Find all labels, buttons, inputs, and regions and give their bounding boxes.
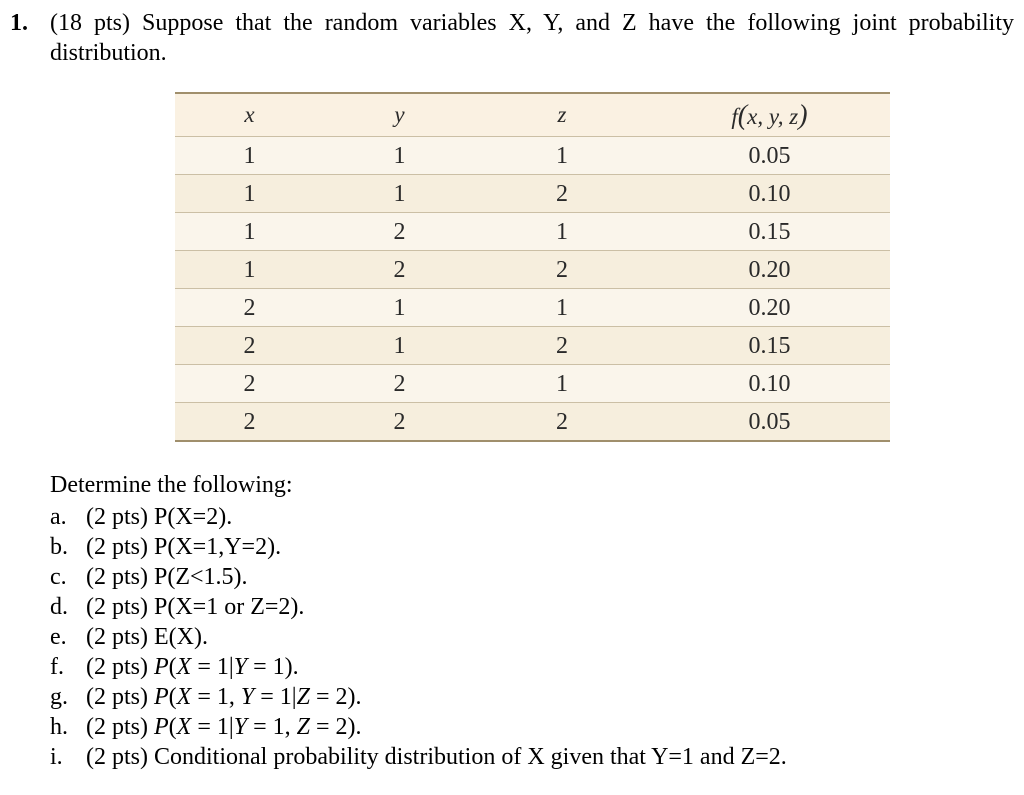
col-header-x: x <box>175 93 325 137</box>
col-header-f: f(x, y, z) <box>650 93 890 137</box>
cell-x: 2 <box>175 365 325 403</box>
cell-x: 1 <box>175 137 325 175</box>
cell-f: 0.10 <box>650 175 890 213</box>
item-label: d. <box>50 592 86 622</box>
question-number: 1. <box>10 8 50 772</box>
item-e: e. (2 pts) E(X). <box>50 622 1014 652</box>
table-row: 2120.15 <box>175 327 890 365</box>
item-label: g. <box>50 682 86 712</box>
col-header-z: z <box>475 93 650 137</box>
cell-y: 2 <box>325 213 475 251</box>
question-body: (18 pts) Suppose that the random variabl… <box>50 8 1014 772</box>
cell-x: 1 <box>175 251 325 289</box>
item-text: (2 pts) P(X = 1|Y = 1, Z = 2). <box>86 712 1014 742</box>
cell-z: 2 <box>475 175 650 213</box>
cell-z: 1 <box>475 213 650 251</box>
item-b: b. (2 pts) P(X=1,Y=2). <box>50 532 1014 562</box>
item-f: f. (2 pts) P(X = 1|Y = 1). <box>50 652 1014 682</box>
cell-z: 2 <box>475 327 650 365</box>
cell-x: 2 <box>175 289 325 327</box>
cell-y: 1 <box>325 175 475 213</box>
col-header-y: y <box>325 93 475 137</box>
item-h: h. (2 pts) P(X = 1|Y = 1, Z = 2). <box>50 712 1014 742</box>
item-text: (2 pts) P(X=2). <box>86 502 1014 532</box>
sub-items: a. (2 pts) P(X=2). b. (2 pts) P(X=1,Y=2)… <box>50 502 1014 772</box>
item-text: (2 pts) P(Z<1.5). <box>86 562 1014 592</box>
item-i: i. (2 pts) Conditional probability distr… <box>50 742 1014 772</box>
table-row: 2220.05 <box>175 403 890 442</box>
cell-z: 1 <box>475 365 650 403</box>
cell-z: 2 <box>475 251 650 289</box>
item-label: i. <box>50 742 86 772</box>
item-label: b. <box>50 532 86 562</box>
item-text: (2 pts) P(X=1 or Z=2). <box>86 592 1014 622</box>
cell-x: 2 <box>175 403 325 442</box>
item-text: (2 pts) P(X = 1|Y = 1). <box>86 652 1014 682</box>
cell-f: 0.05 <box>650 403 890 442</box>
cell-y: 1 <box>325 289 475 327</box>
cell-y: 2 <box>325 403 475 442</box>
item-a: a. (2 pts) P(X=2). <box>50 502 1014 532</box>
cell-f: 0.05 <box>650 137 890 175</box>
table-header-row: x y z f(x, y, z) <box>175 93 890 137</box>
cell-x: 2 <box>175 327 325 365</box>
item-text: (2 pts) P(X=1,Y=2). <box>86 532 1014 562</box>
cell-x: 1 <box>175 213 325 251</box>
item-text: (2 pts) E(X). <box>86 622 1014 652</box>
item-label: a. <box>50 502 86 532</box>
cell-f: 0.15 <box>650 327 890 365</box>
item-label: h. <box>50 712 86 742</box>
question-stem: (18 pts) Suppose that the random variabl… <box>50 8 1014 68</box>
table-row: 2210.10 <box>175 365 890 403</box>
item-label: f. <box>50 652 86 682</box>
table-container: x y z f(x, y, z) 1110.051120.101210.1512… <box>50 92 1014 442</box>
cell-z: 1 <box>475 137 650 175</box>
joint-distribution-table: x y z f(x, y, z) 1110.051120.101210.1512… <box>175 92 890 442</box>
cell-x: 1 <box>175 175 325 213</box>
question-block: 1. (18 pts) Suppose that the random vari… <box>10 8 1014 772</box>
cell-y: 1 <box>325 137 475 175</box>
cell-f: 0.20 <box>650 251 890 289</box>
cell-y: 1 <box>325 327 475 365</box>
cell-y: 2 <box>325 365 475 403</box>
table-row: 1120.10 <box>175 175 890 213</box>
cell-f: 0.10 <box>650 365 890 403</box>
table-row: 1110.05 <box>175 137 890 175</box>
item-label: c. <box>50 562 86 592</box>
determine-heading: Determine the following: <box>50 470 1014 500</box>
cell-y: 2 <box>325 251 475 289</box>
table-row: 2110.20 <box>175 289 890 327</box>
item-text: (2 pts) Conditional probability distribu… <box>86 742 1014 772</box>
table-row: 1220.20 <box>175 251 890 289</box>
cell-z: 2 <box>475 403 650 442</box>
cell-f: 0.20 <box>650 289 890 327</box>
item-label: e. <box>50 622 86 652</box>
item-d: d. (2 pts) P(X=1 or Z=2). <box>50 592 1014 622</box>
table-row: 1210.15 <box>175 213 890 251</box>
item-g: g. (2 pts) P(X = 1, Y = 1|Z = 2). <box>50 682 1014 712</box>
cell-z: 1 <box>475 289 650 327</box>
item-c: c. (2 pts) P(Z<1.5). <box>50 562 1014 592</box>
item-text: (2 pts) P(X = 1, Y = 1|Z = 2). <box>86 682 1014 712</box>
points-prefix: (18 pts) <box>50 10 142 36</box>
cell-f: 0.15 <box>650 213 890 251</box>
stem-text: Suppose that the random variables X, Y, … <box>50 10 1014 66</box>
